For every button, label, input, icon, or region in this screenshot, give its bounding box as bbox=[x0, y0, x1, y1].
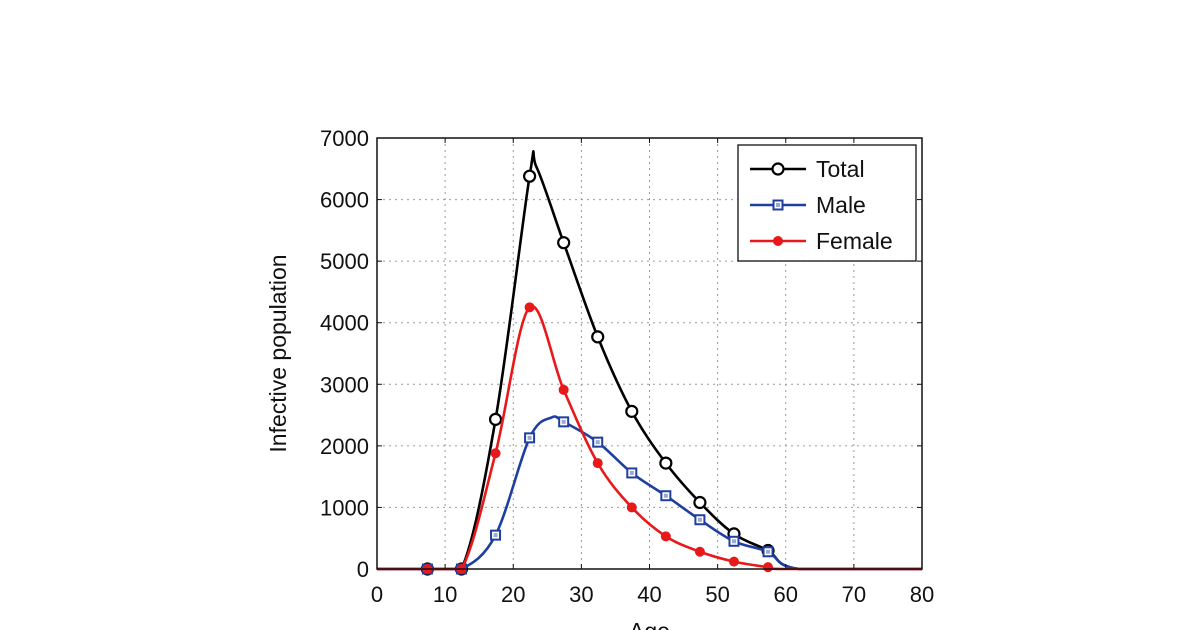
legend-item-female: Female bbox=[750, 228, 893, 254]
legend-item-total: Total bbox=[750, 156, 865, 182]
legend-label-total: Total bbox=[816, 156, 865, 182]
data-point-female bbox=[592, 458, 603, 469]
data-point-total bbox=[625, 404, 639, 418]
y-tick-label: 6000 bbox=[320, 188, 369, 213]
data-point-male bbox=[728, 535, 740, 547]
tick-labels: 0 10 20 30 40 50 60 70 80 0 1000 2000 3000 4000 5000 60… bbox=[320, 126, 934, 607]
legend-marker-female bbox=[773, 236, 783, 246]
data-point-female bbox=[626, 502, 637, 513]
y-tick-label: 1000 bbox=[320, 495, 369, 520]
y-tick-label: 3000 bbox=[320, 372, 369, 397]
legend-marker-male bbox=[772, 199, 784, 211]
legend: Total Male Female bbox=[737, 144, 917, 262]
y-axis-label: Infective population bbox=[265, 254, 291, 452]
x-axis-label: Age bbox=[629, 618, 670, 630]
data-point-female bbox=[558, 384, 569, 395]
data-point-male-core bbox=[561, 419, 566, 424]
data-point-male bbox=[524, 432, 536, 444]
x-tick-label: 10 bbox=[433, 582, 457, 607]
legend-label-female: Female bbox=[816, 228, 893, 254]
data-point-total bbox=[693, 495, 707, 510]
y-tick-label: 2000 bbox=[320, 434, 369, 459]
data-point-male bbox=[694, 514, 706, 526]
grid bbox=[377, 138, 922, 569]
legend-label-male: Male bbox=[816, 192, 866, 218]
data-point-female bbox=[490, 448, 501, 459]
data-point-male-core bbox=[629, 470, 634, 475]
data-point-female bbox=[660, 531, 671, 542]
x-tick-label: 0 bbox=[371, 582, 383, 607]
y-tick-label: 4000 bbox=[320, 311, 369, 336]
data-point-female bbox=[694, 546, 705, 557]
series-line-total bbox=[377, 150, 922, 571]
data-point-total bbox=[488, 412, 503, 426]
data-point-male-core bbox=[527, 435, 532, 440]
x-tick-label: 80 bbox=[910, 582, 934, 607]
y-tick-label: 5000 bbox=[320, 249, 369, 274]
data-point-total bbox=[522, 169, 537, 183]
data-point-male-core bbox=[493, 533, 498, 538]
data-point-male-core bbox=[766, 549, 771, 554]
data-point-male bbox=[490, 529, 502, 541]
data-point-male-core bbox=[731, 539, 736, 544]
data-point-female bbox=[728, 556, 739, 567]
data-point-female bbox=[524, 302, 535, 313]
legend-item-male: Male bbox=[750, 192, 866, 218]
data-point-total bbox=[659, 456, 673, 470]
x-tick-label: 60 bbox=[774, 582, 798, 607]
y-tick-label: 7000 bbox=[320, 126, 369, 151]
x-tick-label: 20 bbox=[501, 582, 525, 607]
data-point-total bbox=[591, 330, 605, 344]
data-point-male-core bbox=[595, 440, 600, 445]
legend-marker-total bbox=[771, 162, 785, 176]
x-tick-label: 30 bbox=[569, 582, 593, 607]
data-point-male bbox=[626, 467, 638, 479]
data-point-male bbox=[592, 436, 604, 448]
data-point-male-core bbox=[663, 493, 668, 498]
data-point-male-core bbox=[697, 517, 702, 522]
data-point-male bbox=[558, 416, 570, 428]
y-tick-label: 0 bbox=[357, 557, 369, 582]
x-tick-label: 50 bbox=[705, 582, 729, 607]
legend-marker-male-core bbox=[776, 203, 780, 207]
data-point-female bbox=[763, 562, 774, 573]
x-tick-label: 40 bbox=[637, 582, 661, 607]
data-point-male bbox=[762, 546, 774, 558]
data-point-total bbox=[557, 236, 571, 250]
x-tick-label: 70 bbox=[842, 582, 866, 607]
data-point-male bbox=[660, 490, 672, 502]
